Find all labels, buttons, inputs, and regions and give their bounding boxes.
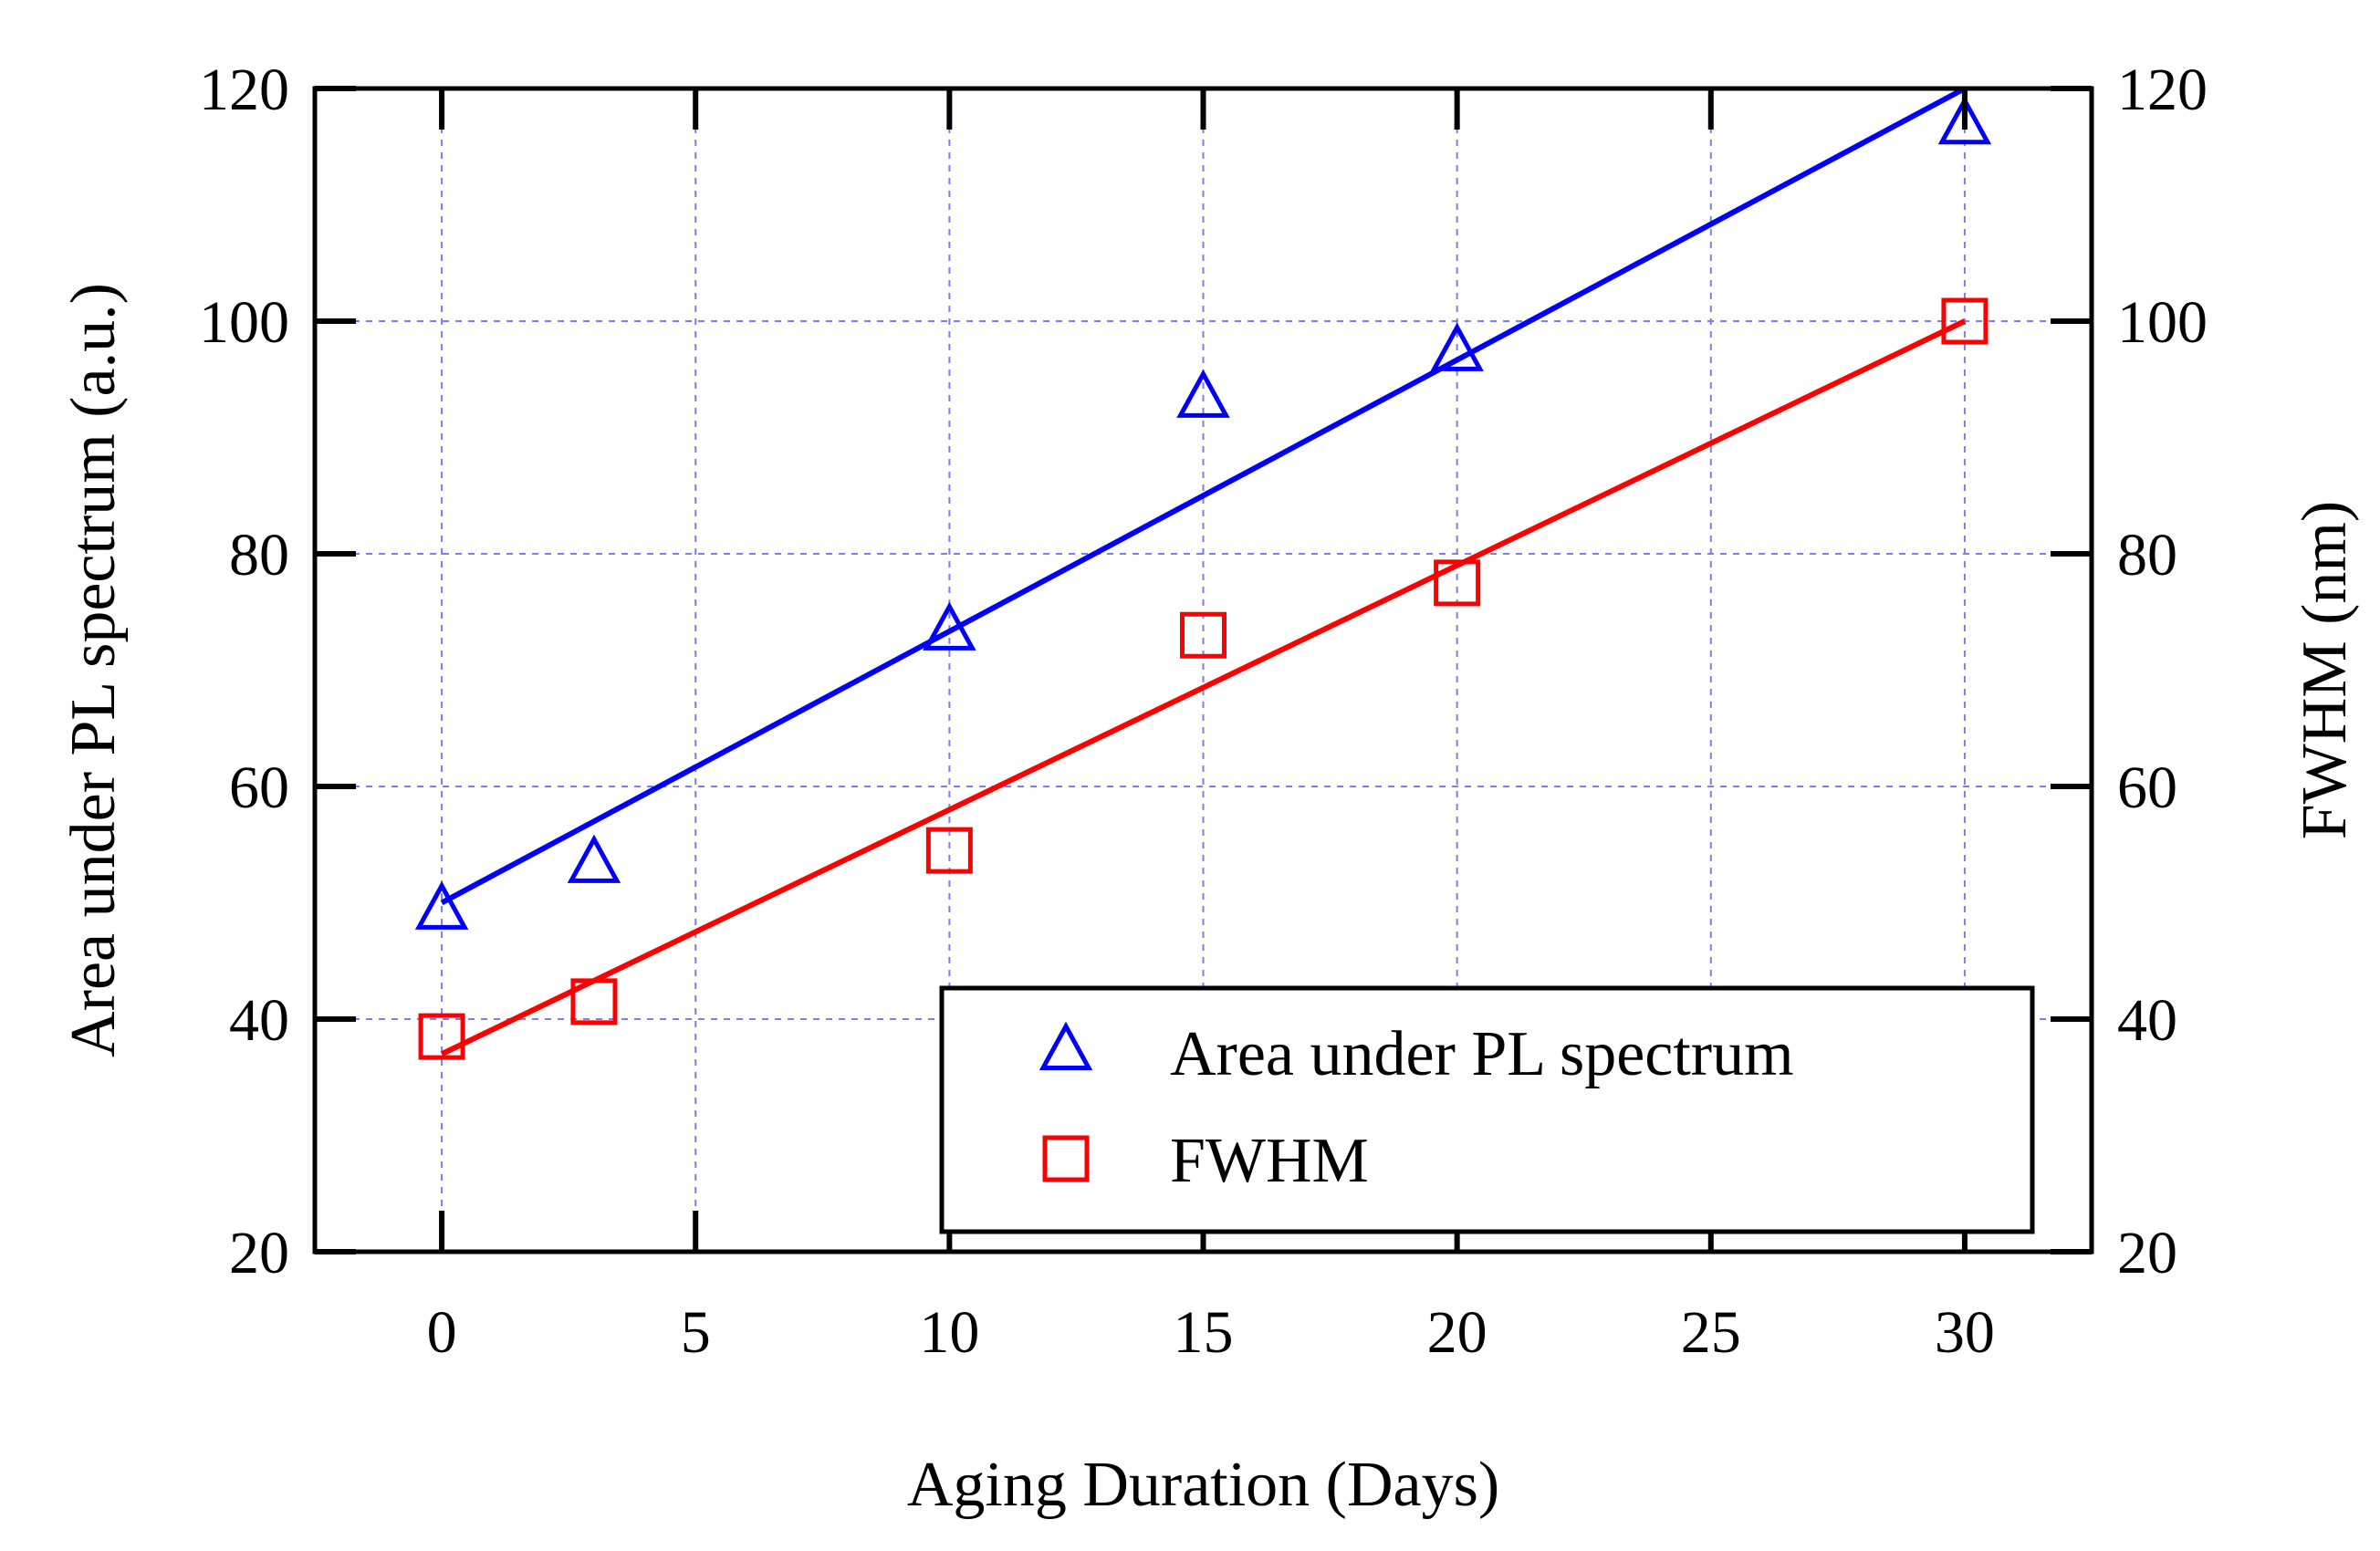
y-tick-label-left: 120 bbox=[199, 57, 289, 123]
data-point-area bbox=[567, 834, 621, 883]
data-point-fwhm bbox=[1434, 559, 1481, 607]
data-point-area bbox=[923, 601, 976, 651]
data-point-fwhm bbox=[1941, 297, 1989, 345]
y-tick-label-left: 80 bbox=[229, 522, 289, 588]
y-tick-label-right: 40 bbox=[2117, 987, 2177, 1054]
y-tick-label-right: 60 bbox=[2117, 755, 2177, 821]
x-tick-label: 15 bbox=[1174, 1299, 1234, 1366]
data-point-area bbox=[1937, 96, 1992, 145]
data-point-area bbox=[414, 880, 469, 930]
data-point-fwhm bbox=[570, 978, 618, 1025]
data-point-fwhm bbox=[925, 827, 973, 874]
y-tick-label-right: 120 bbox=[2117, 57, 2208, 123]
data-point-area bbox=[1430, 322, 1484, 371]
legend-triangle-icon bbox=[1039, 1021, 1093, 1070]
legend-box bbox=[939, 985, 2035, 1234]
legend-marker-area bbox=[1039, 1021, 1093, 1070]
fit-line-area bbox=[440, 86, 1967, 906]
x-tick-label: 25 bbox=[1681, 1299, 1741, 1366]
y-axis-title-right: FWHM (nm) bbox=[2290, 501, 2360, 839]
x-tick-label: 0 bbox=[427, 1299, 457, 1366]
data-markers bbox=[414, 96, 1992, 1060]
y-tick-label-left: 40 bbox=[229, 987, 289, 1054]
x-tick-label: 20 bbox=[1427, 1299, 1488, 1366]
legend-label-area: Area under PL spectrum bbox=[1170, 1019, 1794, 1089]
y-tick-label-left: 20 bbox=[229, 1220, 289, 1286]
legend-marker-fwhm bbox=[1042, 1135, 1090, 1182]
y-tick-label-right: 20 bbox=[2117, 1220, 2177, 1286]
fit-lines bbox=[440, 86, 1967, 1057]
legend-label-fwhm: FWHM bbox=[1170, 1126, 1369, 1196]
x-axis-title: Aging Duration (Days) bbox=[907, 1450, 1499, 1520]
x-tick-label: 30 bbox=[1935, 1299, 1995, 1366]
y-tick-label-left: 60 bbox=[229, 755, 289, 821]
tick-labels: 0 5 10 15 20 25 30 20 40 60 80 100 120 20 40 60 80 100 120 bbox=[199, 57, 2208, 1366]
data-point-fwhm bbox=[1180, 611, 1227, 659]
fit-line-fwhm bbox=[440, 318, 1967, 1057]
y-tick-label-right: 80 bbox=[2117, 522, 2177, 588]
y-tick-label-right: 100 bbox=[2117, 289, 2208, 356]
data-point-area bbox=[1176, 369, 1230, 418]
data-point-fwhm bbox=[418, 1013, 465, 1060]
legend: Area under PL spectrum FWHM bbox=[939, 985, 2035, 1234]
legend-square-icon bbox=[1042, 1135, 1090, 1182]
y-tick-label-left: 100 bbox=[199, 289, 289, 356]
y-axis-title-left: Area under PL spectrum (a.u.) bbox=[58, 283, 129, 1057]
x-tick-label: 10 bbox=[919, 1299, 979, 1366]
x-tick-label: 5 bbox=[681, 1299, 711, 1366]
